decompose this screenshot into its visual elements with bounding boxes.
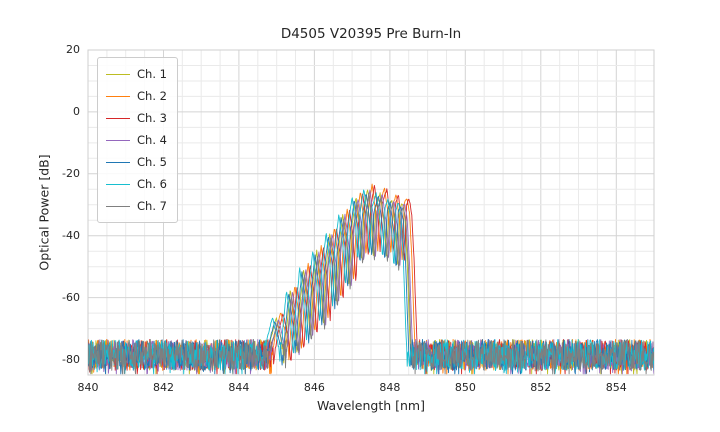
x-tick-label: 850 [454, 381, 476, 394]
legend-label: Ch. 6 [137, 177, 167, 191]
legend-label: Ch. 3 [137, 111, 167, 125]
legend-line-swatch [106, 161, 130, 163]
legend-item: Ch. 5 [106, 151, 167, 173]
legend-line-swatch [106, 95, 130, 97]
y-tick-label: -20 [62, 166, 80, 180]
legend-label: Ch. 4 [137, 133, 167, 147]
x-axis-label: Wavelength [nm] [317, 398, 425, 413]
legend-label: Ch. 5 [137, 155, 167, 169]
x-tick-label: 844 [228, 381, 250, 394]
plot-border [87, 49, 655, 376]
y-tick-label: 20 [66, 43, 80, 56]
trace-ch-7 [88, 192, 654, 375]
legend-line-swatch [106, 205, 130, 207]
y-tick-label: 0 [73, 104, 80, 118]
y-tick-label: -80 [62, 352, 80, 366]
legend-line-swatch [106, 117, 130, 119]
legend-item: Ch. 4 [106, 129, 167, 151]
x-tick-label: 846 [303, 381, 325, 394]
legend-line-swatch [106, 183, 130, 185]
legend-item: Ch. 6 [106, 173, 167, 195]
legend-item: Ch. 7 [106, 195, 167, 217]
legend-label: Ch. 7 [137, 199, 167, 213]
legend: Ch. 1 Ch. 2 Ch. 3 Ch. 4 Ch. 5 Ch. 6 Ch. 7 [97, 57, 178, 223]
legend-label: Ch. 2 [137, 89, 167, 103]
legend-line-swatch [106, 73, 130, 75]
x-tick-label: 854 [605, 381, 627, 394]
x-tick-label: 840 [77, 381, 99, 394]
legend-item: Ch. 2 [106, 85, 167, 107]
x-tick-label: 842 [152, 381, 174, 394]
legend-label: Ch. 1 [137, 67, 167, 81]
y-axis-label: Optical Power [dB] [36, 154, 52, 271]
legend-item: Ch. 3 [106, 107, 167, 129]
y-tick-label: -40 [62, 228, 80, 242]
legend-item: Ch. 1 [106, 63, 167, 85]
legend-line-swatch [106, 139, 130, 141]
y-tick-label: -60 [62, 290, 80, 304]
traces [88, 183, 654, 375]
x-tick-label: 852 [530, 381, 552, 394]
chart-title: D4505 V20395 Pre Burn-In [280, 26, 462, 42]
x-tick-label: 848 [379, 381, 401, 394]
